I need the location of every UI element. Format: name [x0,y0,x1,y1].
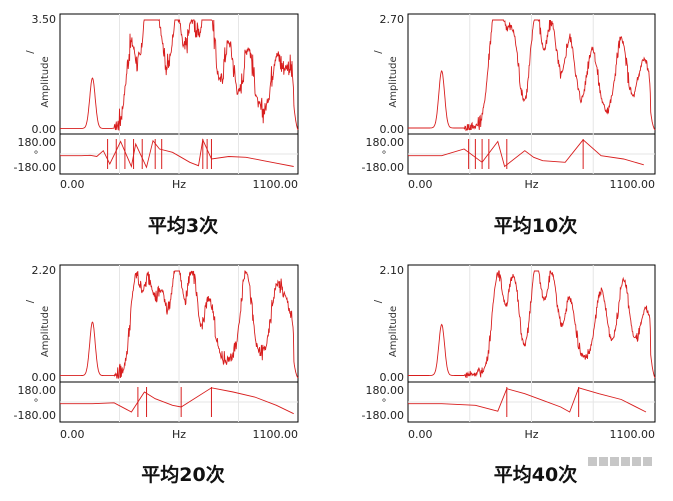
amplitude-trace [60,18,299,131]
x-axis-label: Hz [524,178,538,191]
x-axis-label: Hz [524,428,538,441]
x-max-tick: 1100.00 [610,178,656,191]
phase-min-tick: -180.00 [14,409,56,422]
amplitude-max-tick: 3.50 [32,13,57,26]
phase-max-tick: 180.00 [18,136,57,149]
amplitude-trace [408,19,656,132]
phase-unit-label: ° [34,398,39,409]
x-min-tick: 0.00 [408,428,433,441]
phase-trace [408,387,647,413]
amplitude-unit-glyph: / [373,50,384,54]
watermark-blur [587,452,665,470]
phase-trace [60,387,294,415]
amplitude-min-tick: 0.00 [380,371,405,384]
phase-unit-label: ° [34,150,39,161]
amplitude-min-tick: 0.00 [32,371,57,384]
phase-unit-label: ° [382,150,387,161]
amplitude-unit-glyph: / [25,299,36,303]
panel-caption: 平均10次 [494,214,577,237]
x-max-tick: 1100.00 [253,428,299,441]
amplitude-unit-glyph: / [25,50,36,54]
amplitude-unit-glyph: / [373,299,384,303]
amplitude-trace [60,270,299,380]
x-min-tick: 0.00 [60,428,85,441]
amplitude-axis-label: Amplitude [40,306,51,357]
amplitude-max-tick: 2.10 [380,264,405,277]
x-min-tick: 0.00 [408,178,433,191]
amplitude-max-tick: 2.20 [32,264,57,277]
amplitude-max-tick: 2.70 [380,13,405,26]
phase-trace [408,139,644,168]
panel-caption: 平均40次 [494,463,577,486]
phase-max-tick: 180.00 [366,136,405,149]
phase-min-tick: -180.00 [362,409,404,422]
phase-unit-label: ° [382,398,387,409]
x-axis-label: Hz [172,178,186,191]
amplitude-axis-label: Amplitude [388,56,399,107]
phase-trace [60,138,294,169]
amplitude-trace [408,270,656,379]
amplitude-axis-label: Amplitude [40,56,51,107]
phase-min-tick: -180.00 [14,161,56,174]
x-min-tick: 0.00 [60,178,85,191]
x-max-tick: 1100.00 [610,428,656,441]
phase-min-tick: -180.00 [362,161,404,174]
amplitude-min-tick: 0.00 [32,123,57,136]
panel-caption: 平均20次 [141,463,224,486]
x-axis-label: Hz [172,428,186,441]
panel-caption: 平均3次 [148,214,218,237]
x-max-tick: 1100.00 [253,178,299,191]
amplitude-min-tick: 0.00 [380,123,405,136]
amplitude-axis-label: Amplitude [388,306,399,357]
phase-max-tick: 180.00 [18,384,57,397]
phase-max-tick: 180.00 [366,384,405,397]
